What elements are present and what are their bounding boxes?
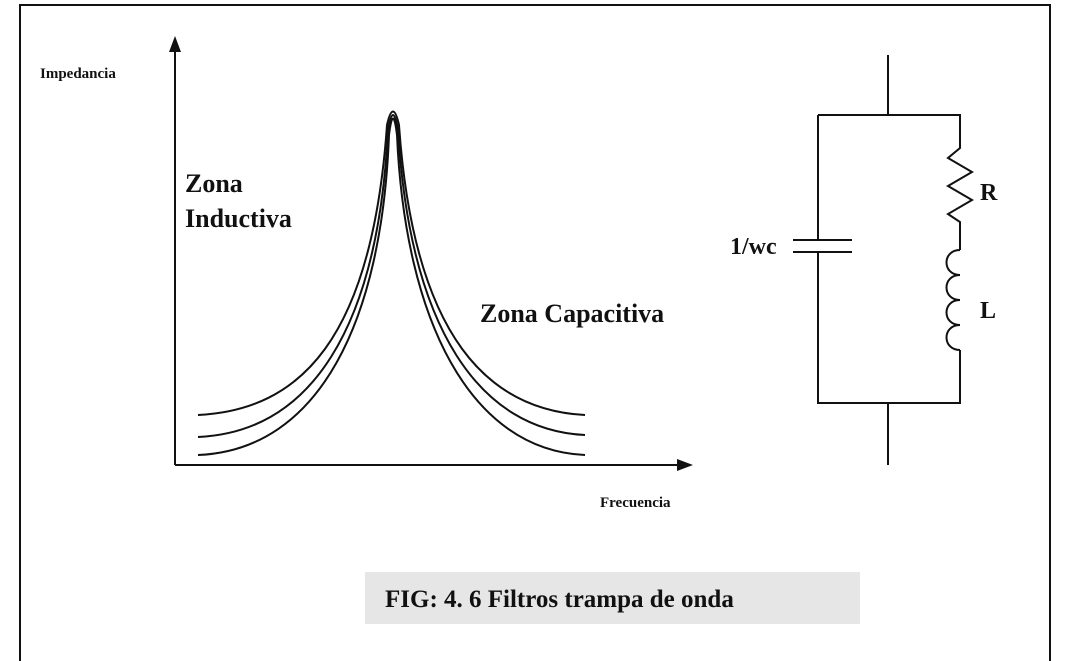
zone-label: Zona [185,169,243,198]
x-arrow [677,459,693,471]
curve [197,114,586,438]
frame [19,4,1051,661]
zone-label: Inductiva [185,204,292,233]
caption-background [365,572,860,624]
resistor [946,140,974,250]
zone-label: Zona Capacitiva [480,299,664,328]
resistor-label: R [980,180,998,206]
y-axis-label: Impedancia [40,66,116,82]
curve [197,110,586,416]
capacitor-label: 1/wc [730,234,777,260]
wire [817,55,961,465]
x-axis-label: Frecuencia [600,495,671,511]
inductor [945,249,961,351]
inductor-label: L [980,298,996,324]
curve [197,117,586,456]
caption: FIG: 4. 6 Filtros trampa de onda [385,586,734,613]
y-arrow [169,36,181,52]
